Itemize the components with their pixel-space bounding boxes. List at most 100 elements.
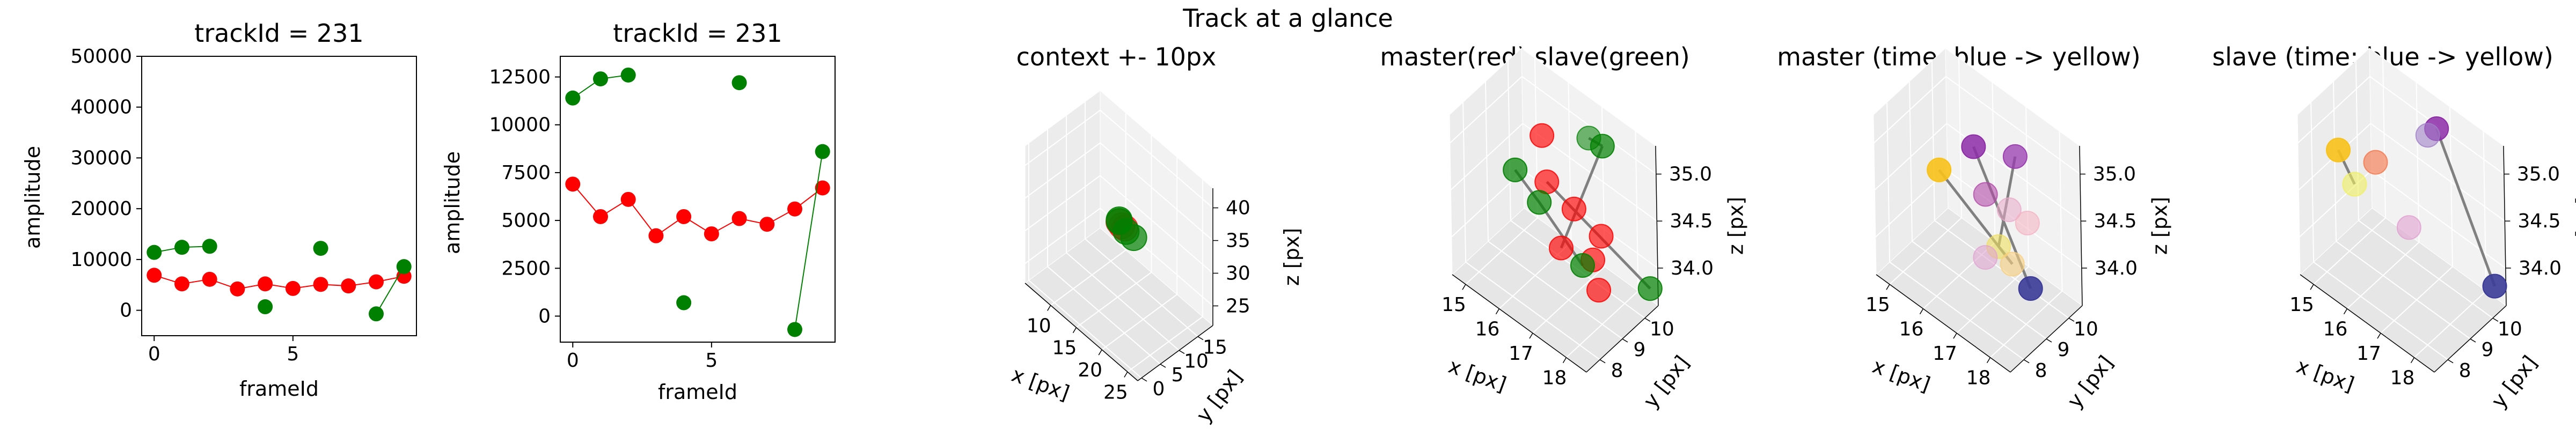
data-point [1590, 134, 1615, 159]
x-tick [2410, 357, 2415, 364]
x-tick-label: 17 [1509, 343, 1533, 365]
data-point [313, 241, 328, 256]
x-tick-label: 18 [1542, 367, 1567, 389]
x-axis-label: frameId [239, 377, 319, 401]
y-tick-label: 12500 [489, 66, 551, 88]
y-tick-label: 10000 [70, 249, 132, 271]
grid-line [1024, 109, 1213, 209]
x-tick [1953, 332, 1957, 339]
z-tick-label: 34.0 [1671, 257, 1714, 279]
data-point [341, 278, 356, 294]
data-point [230, 281, 245, 297]
plot-frame [141, 56, 417, 336]
z-tick-label: 34.5 [2094, 210, 2136, 232]
y-tick-label: 5 [1172, 364, 1184, 386]
z-axis-label: z [px] [2148, 197, 2172, 255]
data-point [565, 176, 581, 192]
x-tick [2310, 284, 2314, 290]
data-point [676, 295, 692, 310]
data-point [787, 322, 803, 337]
series-line [794, 151, 823, 330]
y-tick [2470, 338, 2476, 343]
data-point [592, 71, 608, 87]
x-tick [1562, 357, 1567, 364]
grid-line [1874, 122, 2081, 222]
y-tick-label: 9 [1634, 339, 1646, 361]
grid-line [1050, 113, 1126, 306]
grid-line [1886, 102, 2024, 360]
grid-line [2297, 76, 2505, 175]
data-point [2342, 172, 2367, 197]
grid-line [1465, 58, 1539, 285]
x-tick [1886, 284, 1890, 290]
panel-title: trackId = 231 [194, 19, 363, 48]
panel-title: context +- 10px [1016, 42, 1217, 71]
z-axis-line [2503, 145, 2507, 306]
panel-amplitude-zoom: trackId = 231 frameId amplitude 0 5 0 2500 5… [441, 19, 836, 404]
data-point [2482, 273, 2507, 299]
y-tick [2023, 359, 2030, 364]
y-tick-label: 50000 [70, 46, 132, 68]
data-point [174, 276, 189, 292]
y-tick-label: 40000 [70, 97, 132, 119]
data-point [704, 226, 719, 242]
data-point [2396, 215, 2421, 240]
y-tick-label: 10 [2498, 318, 2522, 340]
x-axis-line [1024, 283, 1138, 381]
data-point [147, 268, 162, 283]
data-point [2015, 210, 2040, 235]
y-tick-label: 8 [2459, 360, 2471, 382]
x-tick-label: 0 [148, 343, 160, 365]
z-tick-label: 35 [1226, 230, 1250, 252]
data-point [565, 90, 581, 106]
grid-line [1889, 58, 1963, 285]
plot-frame [560, 56, 836, 343]
x-tick [2343, 308, 2348, 315]
y-tick [2492, 317, 2499, 322]
y-tick [2068, 317, 2075, 322]
y-axis-line [1137, 325, 1213, 381]
data-point [1503, 157, 1528, 182]
z-tick-label: 35.0 [1669, 164, 1712, 186]
data-point [731, 75, 747, 91]
data-point [313, 277, 328, 292]
z-tick-label: 25 [1226, 295, 1250, 317]
data-point [174, 240, 189, 255]
grid-line [1047, 129, 1161, 365]
series-line [572, 183, 823, 237]
y-tick [1622, 338, 1628, 343]
x-tick-label: 25 [1103, 381, 1128, 403]
series-line [376, 266, 405, 314]
grid-line [2333, 81, 2471, 339]
x-tick-label: 15 [1865, 294, 1890, 316]
data-point [815, 180, 830, 196]
x-tick [2377, 332, 2381, 339]
data-point [787, 201, 803, 217]
y-tick-label: 9 [2482, 339, 2494, 361]
x-tick-label: 0 [567, 350, 579, 372]
data-point [731, 211, 747, 226]
y-tick [1599, 359, 1606, 364]
data-point [620, 67, 636, 83]
data-point [1549, 235, 1574, 261]
z-axis-label: z [px] [1280, 228, 1304, 286]
x-axis-line [1452, 274, 1587, 373]
y-tick-label: 9 [2058, 339, 2070, 361]
data-point [1120, 224, 1147, 252]
data-point [147, 245, 162, 260]
data-point [202, 239, 217, 254]
z-tick-label: 34.5 [1670, 210, 1713, 232]
x-tick [1124, 372, 1128, 378]
y-tick-label: 7500 [501, 162, 551, 184]
y-tick-label: 10000 [489, 114, 551, 136]
grid-line [1024, 208, 1213, 307]
grid-line [1450, 122, 1657, 222]
z-tick-label: 35.0 [2093, 164, 2136, 186]
panel-amplitude-full: trackId = 231 frameId amplitude 0 5 0 10000… [21, 19, 417, 401]
z-tick-label: 34.0 [2095, 257, 2138, 279]
data-point [759, 217, 775, 232]
track-line [2435, 128, 2496, 287]
